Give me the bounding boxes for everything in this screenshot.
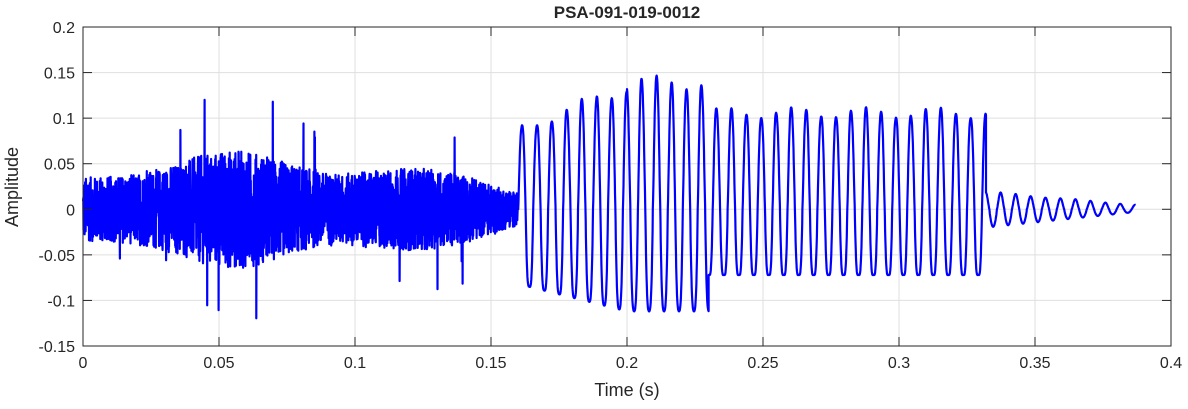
chart-title: PSA-091-019-0012 bbox=[554, 3, 700, 22]
y-tick-label: -0.05 bbox=[39, 248, 76, 265]
ticks: 0 0.05 0.1 0.15 0.2 0.25 0.3 0.35 0.4 -0.15 -0.1 -0… bbox=[39, 20, 1183, 372]
x-tick-label: 0.05 bbox=[203, 355, 234, 372]
y-tick-label: 0.05 bbox=[44, 157, 75, 174]
y-axis-label: Amplitude bbox=[2, 147, 22, 227]
x-tick-label: 0.1 bbox=[344, 355, 366, 372]
y-tick-label: 0.15 bbox=[44, 66, 75, 83]
x-tick-label: 0.35 bbox=[1019, 355, 1050, 372]
y-tick-label: -0.1 bbox=[47, 293, 75, 310]
y-tick-label: -0.15 bbox=[39, 339, 76, 356]
waveform-line bbox=[81, 74, 1137, 320]
y-tick-label: 0 bbox=[66, 202, 75, 219]
x-tick-label: 0 bbox=[79, 355, 88, 372]
x-tick-label: 0.4 bbox=[1160, 355, 1182, 372]
y-tick-label: 0.2 bbox=[53, 20, 75, 37]
x-axis-label: Time (s) bbox=[594, 380, 659, 400]
y-tick-label: 0.1 bbox=[53, 111, 75, 128]
x-tick-label: 0.25 bbox=[747, 355, 778, 372]
x-tick-label: 0.3 bbox=[888, 355, 910, 372]
x-tick-label: 0.2 bbox=[616, 355, 638, 372]
x-tick-label: 0.15 bbox=[475, 355, 506, 372]
